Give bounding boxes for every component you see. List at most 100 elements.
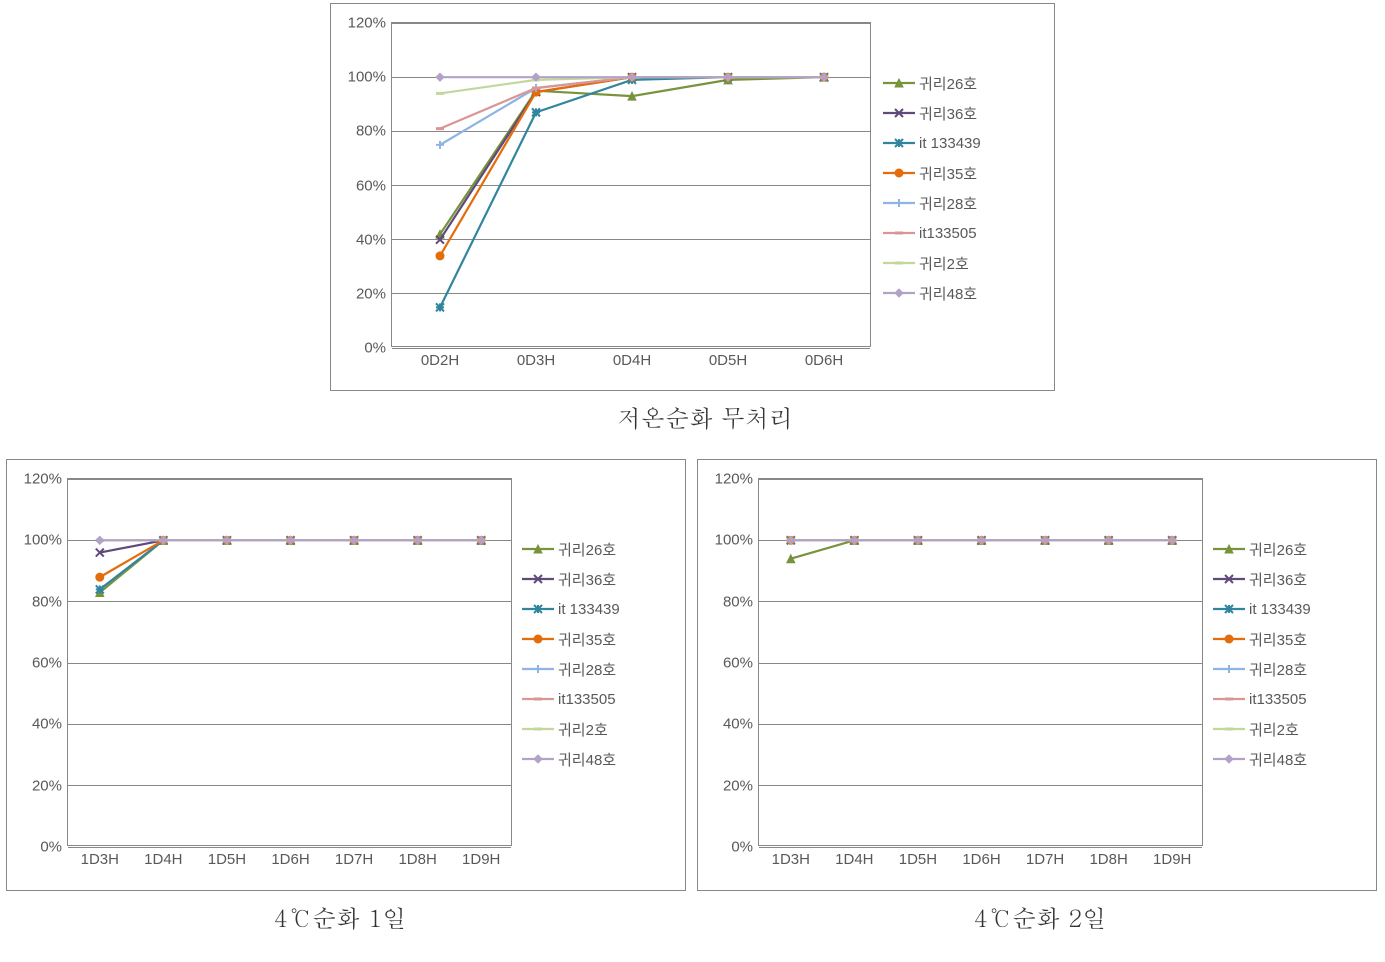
legend-item: it 133439: [1213, 600, 1311, 618]
chart-bl-lines: [68, 479, 511, 845]
legend-label: 귀리36호: [558, 569, 616, 590]
xtick-label: 1D9H: [1153, 851, 1191, 868]
legend-label: 귀리2호: [919, 253, 969, 274]
ytick-label: 0%: [40, 839, 62, 856]
legend-label: 귀리35호: [558, 629, 616, 650]
series-marker: [436, 252, 444, 260]
legend-label: 귀리28호: [1249, 659, 1307, 680]
xtick-label: 1D9H: [462, 851, 500, 868]
legend-swatch: [522, 572, 554, 586]
legend-label: 귀리48호: [558, 749, 616, 770]
legend-label: it 133439: [558, 601, 620, 618]
legend-swatch: [883, 136, 915, 150]
xtick-label: 1D8H: [1089, 851, 1127, 868]
xtick-label: 1D8H: [398, 851, 436, 868]
legend-item: 귀리26호: [1213, 540, 1311, 558]
legend-item: 귀리35호: [1213, 630, 1311, 648]
legend-item: 귀리2호: [883, 254, 981, 272]
legend-item: 귀리26호: [883, 74, 981, 92]
legend-swatch: [1213, 752, 1245, 766]
legend-swatch: [1213, 572, 1245, 586]
series-line: [100, 540, 481, 592]
chart-top-legend: 귀리26호 귀리36호 it 133439 귀리35호 귀리28호 it1335…: [883, 74, 981, 314]
ytick-label: 0%: [731, 839, 753, 856]
ytick-label: 100%: [24, 532, 62, 549]
legend-label: 귀리28호: [919, 193, 977, 214]
legend-item: 귀리36호: [883, 104, 981, 122]
ytick-label: 20%: [723, 777, 753, 794]
ytick-label: 80%: [723, 593, 753, 610]
legend-item: 귀리26호: [522, 540, 620, 558]
chart-bl: 0%20%40%60%80%100%120%1D3H1D4H1D5H1D6H1D…: [6, 459, 686, 891]
chart-top: 0%20%40%60%80%100%120%0D2H0D3H0D4H0D5H0D…: [330, 3, 1055, 391]
legend-swatch: [1213, 602, 1245, 616]
legend-label: 귀리26호: [558, 539, 616, 560]
series-marker: [96, 573, 104, 581]
xtick-label: 1D5H: [899, 851, 937, 868]
legend-label: 귀리2호: [1249, 719, 1299, 740]
legend-label: 귀리48호: [919, 283, 977, 304]
legend-item: it133505: [883, 224, 981, 242]
chart-br-lines: [759, 479, 1202, 845]
ytick-label: 120%: [24, 471, 62, 488]
gridline: [68, 847, 511, 848]
legend-label: 귀리35호: [1249, 629, 1307, 650]
xtick-label: 1D5H: [208, 851, 246, 868]
xtick-label: 1D7H: [1026, 851, 1064, 868]
legend-swatch: [522, 692, 554, 706]
chart-top-lines: [392, 23, 870, 346]
xtick-label: 1D6H: [962, 851, 1000, 868]
xtick-label: 0D2H: [421, 352, 459, 369]
series-marker: [532, 108, 540, 116]
legend-swatch: [883, 226, 915, 240]
legend-swatch: [1213, 632, 1245, 646]
legend-item: 귀리36호: [1213, 570, 1311, 588]
ytick-label: 20%: [32, 777, 62, 794]
gridline: [759, 847, 1202, 848]
series-line: [440, 77, 824, 145]
xtick-label: 1D4H: [835, 851, 873, 868]
legend-swatch: [1213, 722, 1245, 736]
xtick-label: 1D4H: [144, 851, 182, 868]
legend-label: 귀리36호: [919, 103, 977, 124]
ytick-label: 20%: [356, 285, 386, 302]
ytick-label: 100%: [348, 69, 386, 86]
legend-label: 귀리2호: [558, 719, 608, 740]
xtick-label: 1D3H: [81, 851, 119, 868]
legend-item: 귀리28호: [1213, 660, 1311, 678]
series-line: [100, 540, 481, 589]
legend-swatch: [1213, 662, 1245, 676]
legend-swatch: [522, 632, 554, 646]
legend-label: 귀리28호: [558, 659, 616, 680]
legend-label: it 133439: [919, 135, 981, 152]
chart-br-plot: 0%20%40%60%80%100%120%1D3H1D4H1D5H1D6H1D…: [758, 478, 1203, 846]
legend-label: 귀리36호: [1249, 569, 1307, 590]
legend-item: 귀리2호: [522, 720, 620, 738]
ytick-label: 80%: [356, 123, 386, 140]
xtick-label: 0D6H: [805, 352, 843, 369]
ytick-label: 40%: [356, 231, 386, 248]
legend-item: 귀리28호: [883, 194, 981, 212]
ytick-label: 120%: [348, 15, 386, 32]
legend-item: it133505: [1213, 690, 1311, 708]
legend-item: 귀리2호: [1213, 720, 1311, 738]
legend-item: it 133439: [883, 134, 981, 152]
legend-item: 귀리48호: [883, 284, 981, 302]
legend-swatch: [522, 602, 554, 616]
ytick-label: 40%: [32, 716, 62, 733]
legend-item: 귀리35호: [883, 164, 981, 182]
ytick-label: 60%: [32, 655, 62, 672]
xtick-label: 0D5H: [709, 352, 747, 369]
ytick-label: 100%: [715, 532, 753, 549]
legend-swatch: [883, 196, 915, 210]
ytick-label: 60%: [356, 177, 386, 194]
legend-label: it133505: [919, 225, 977, 242]
gridline: [392, 348, 870, 349]
legend-swatch: [522, 722, 554, 736]
legend-swatch: [522, 542, 554, 556]
caption-bottom-right: 4℃순화 2일: [940, 900, 1140, 934]
series-marker: [436, 73, 444, 81]
legend-swatch: [883, 166, 915, 180]
legend-item: it 133439: [522, 600, 620, 618]
legend-item: 귀리48호: [522, 750, 620, 768]
